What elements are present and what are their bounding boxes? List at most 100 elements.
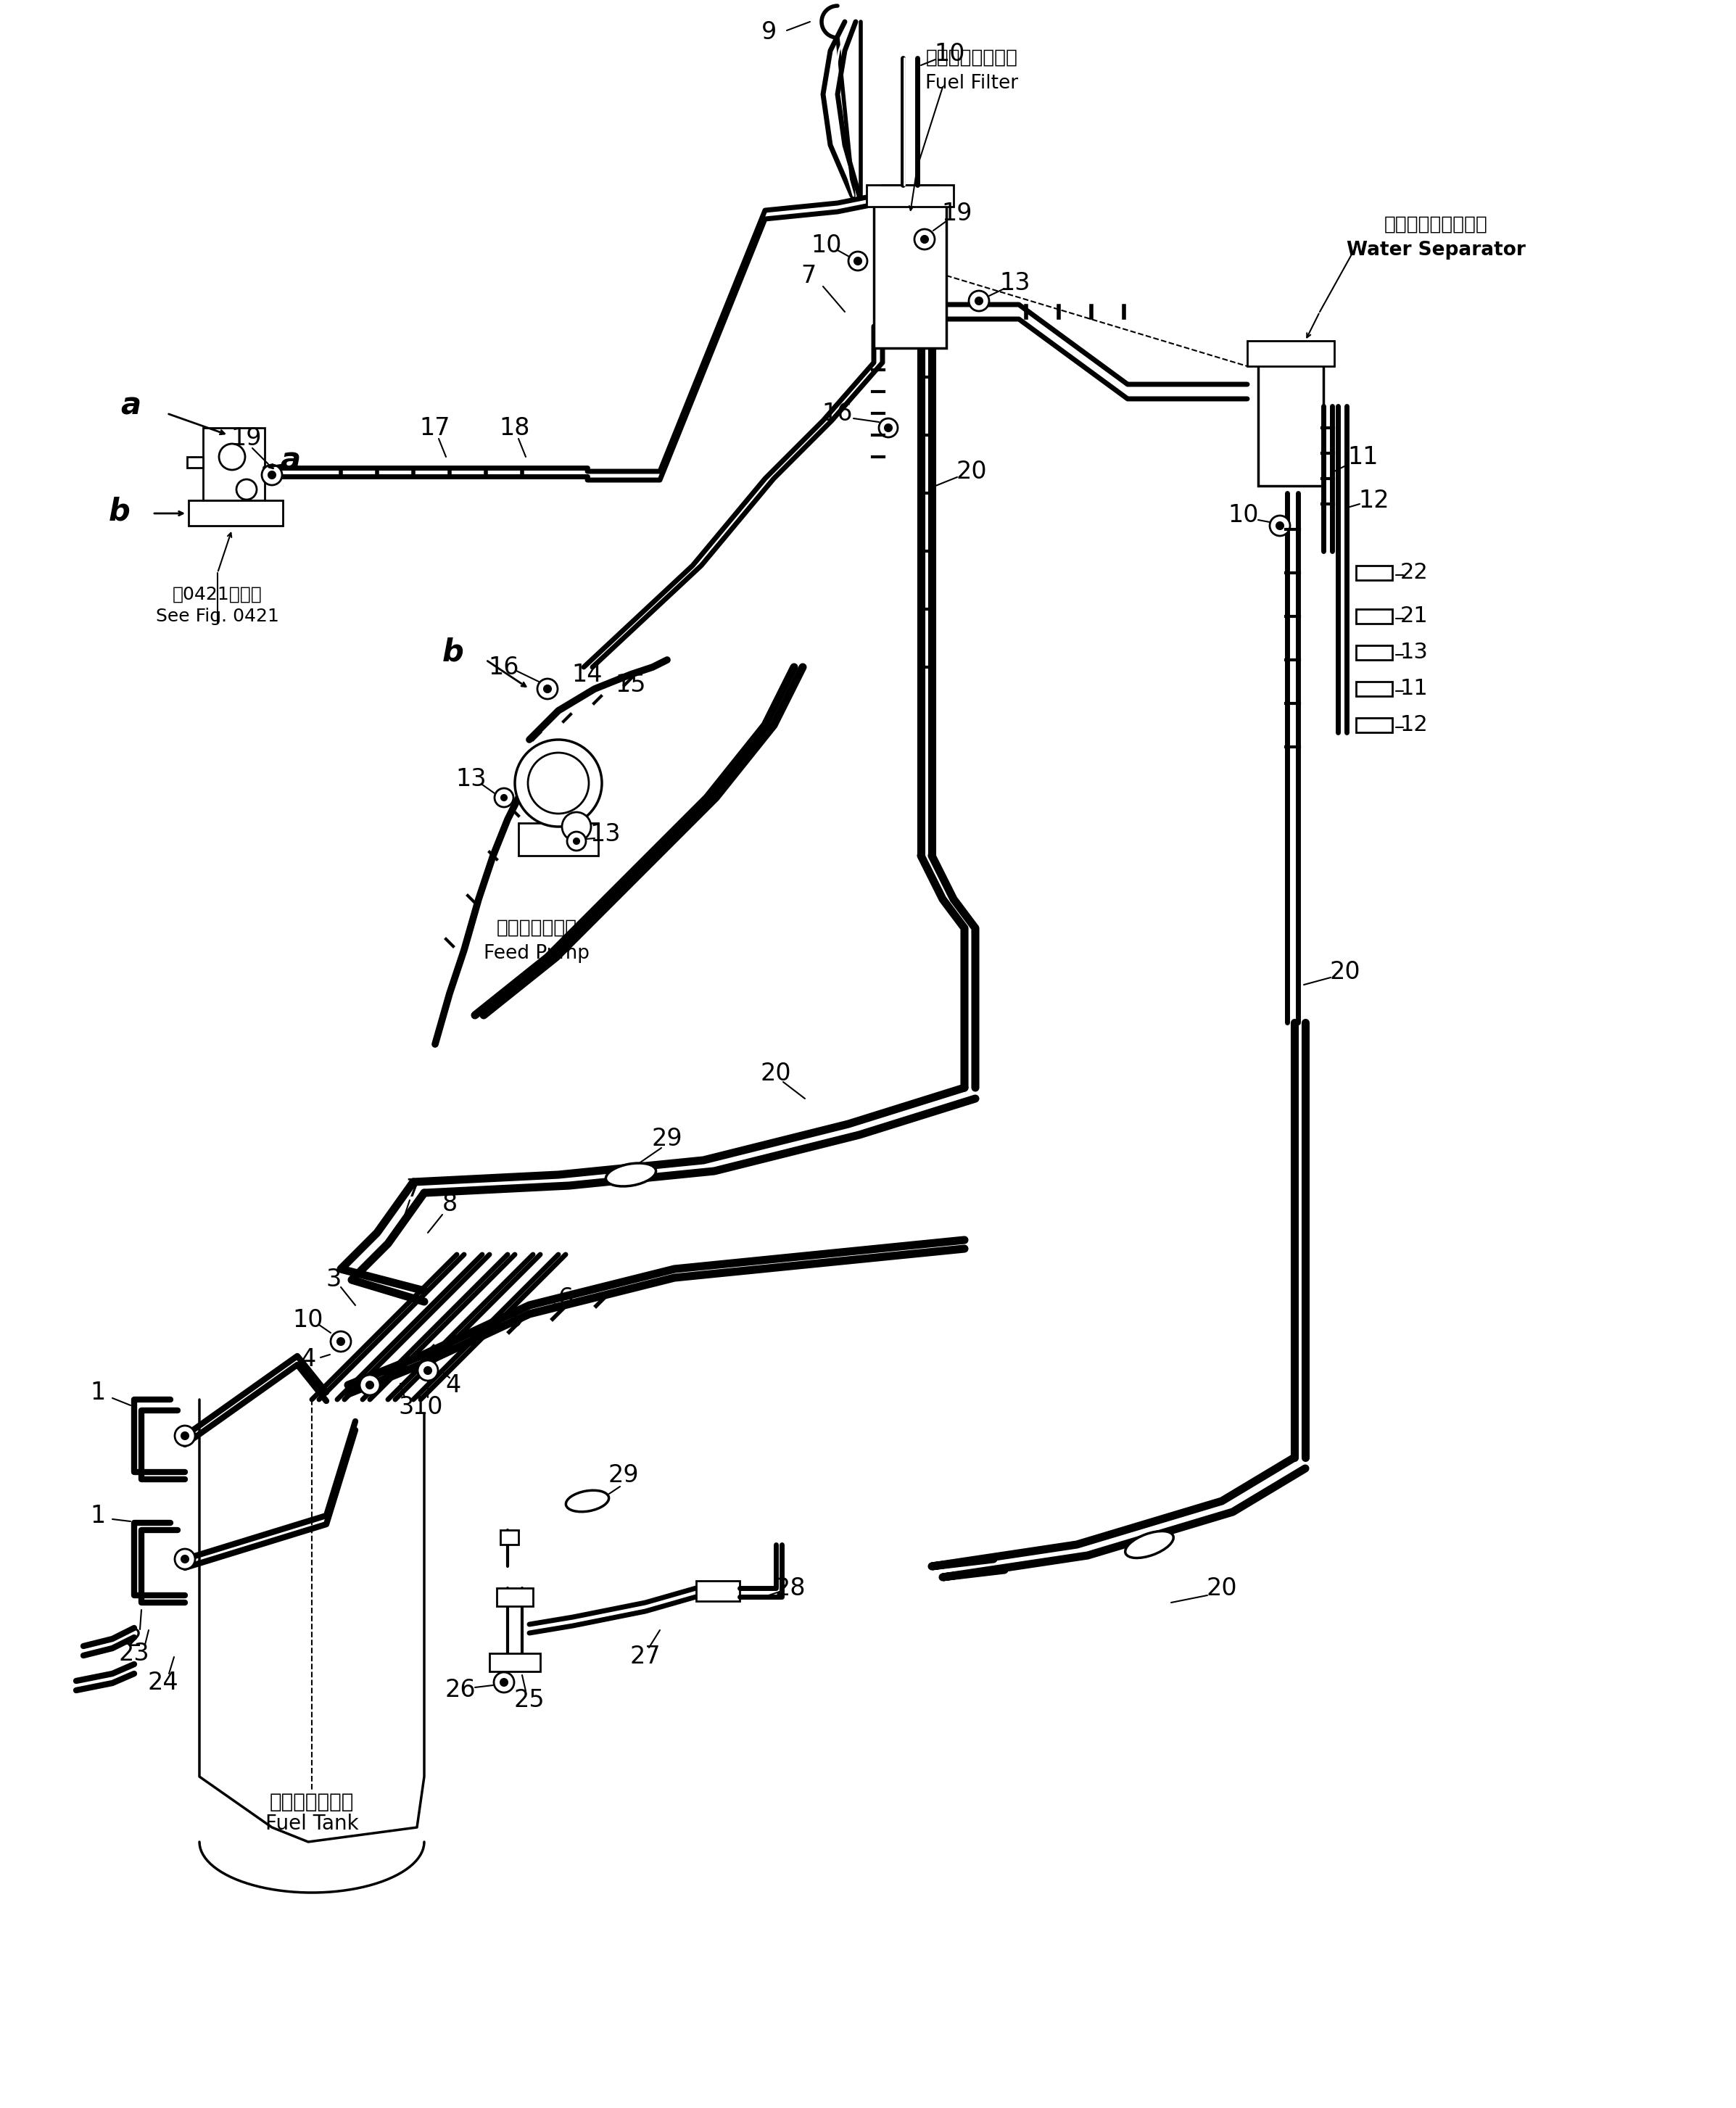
Circle shape xyxy=(175,1549,194,1568)
Text: 13: 13 xyxy=(1000,270,1031,295)
Text: 第0421図参照: 第0421図参照 xyxy=(172,586,262,603)
Bar xyxy=(189,500,283,525)
Circle shape xyxy=(500,1678,507,1686)
Text: 19: 19 xyxy=(231,426,262,451)
Bar xyxy=(1259,363,1323,485)
Bar xyxy=(500,1530,519,1545)
Circle shape xyxy=(562,812,590,841)
Circle shape xyxy=(502,795,507,801)
Bar xyxy=(490,1653,540,1672)
Circle shape xyxy=(366,1381,373,1389)
Circle shape xyxy=(516,740,602,826)
Text: 9: 9 xyxy=(760,21,776,44)
Text: 29: 29 xyxy=(608,1463,639,1488)
Text: 20: 20 xyxy=(1330,959,1361,984)
Text: 10: 10 xyxy=(811,234,842,257)
Text: 10: 10 xyxy=(413,1395,443,1419)
Text: フェエルフィルタ: フェエルフィルタ xyxy=(925,48,1017,67)
Text: 4: 4 xyxy=(300,1347,316,1372)
Circle shape xyxy=(854,257,861,266)
Circle shape xyxy=(920,236,929,242)
Text: 16: 16 xyxy=(823,401,852,426)
Text: b: b xyxy=(109,495,130,527)
Circle shape xyxy=(359,1374,380,1395)
Text: 17: 17 xyxy=(420,415,451,441)
Circle shape xyxy=(538,679,557,700)
Text: 11: 11 xyxy=(1399,679,1429,700)
Circle shape xyxy=(236,479,257,500)
Text: 5: 5 xyxy=(507,1307,523,1332)
Circle shape xyxy=(495,788,514,807)
Text: 7: 7 xyxy=(800,264,816,287)
Text: 10: 10 xyxy=(1227,504,1259,527)
Text: フェエルタンク: フェエルタンク xyxy=(269,1792,354,1813)
Text: 29: 29 xyxy=(651,1126,682,1151)
Text: 7: 7 xyxy=(406,1176,422,1202)
Text: Water Separator: Water Separator xyxy=(1347,240,1526,259)
Bar xyxy=(1246,341,1335,367)
Text: 24: 24 xyxy=(148,1670,179,1695)
Circle shape xyxy=(573,839,580,843)
Text: 6: 6 xyxy=(557,1286,573,1309)
Text: a: a xyxy=(279,445,300,476)
Text: 20: 20 xyxy=(1207,1577,1238,1600)
Text: 16: 16 xyxy=(488,656,519,679)
Text: 28: 28 xyxy=(774,1577,806,1600)
Bar xyxy=(866,186,953,207)
Text: 23: 23 xyxy=(118,1642,149,1665)
Text: a: a xyxy=(120,390,141,422)
Text: See Fig. 0421: See Fig. 0421 xyxy=(156,607,279,626)
Text: 4: 4 xyxy=(446,1372,462,1398)
Circle shape xyxy=(1276,523,1283,529)
Circle shape xyxy=(976,297,983,304)
Text: 1: 1 xyxy=(90,1503,106,1528)
Bar xyxy=(496,1587,533,1606)
Text: 18: 18 xyxy=(500,415,529,441)
Circle shape xyxy=(969,291,990,312)
Text: Fuel Tank: Fuel Tank xyxy=(266,1813,358,1834)
Circle shape xyxy=(885,424,892,432)
Circle shape xyxy=(424,1366,432,1374)
Text: 25: 25 xyxy=(514,1689,545,1712)
Circle shape xyxy=(269,472,276,479)
Text: 13: 13 xyxy=(590,822,621,845)
Bar xyxy=(519,822,599,856)
Circle shape xyxy=(262,466,281,485)
Circle shape xyxy=(849,251,868,270)
Bar xyxy=(1356,565,1392,580)
Text: 21: 21 xyxy=(1399,605,1429,626)
Circle shape xyxy=(181,1431,189,1440)
Text: 3: 3 xyxy=(398,1395,413,1419)
Text: 11: 11 xyxy=(1347,445,1378,468)
Text: 12: 12 xyxy=(1359,489,1389,512)
Text: 20: 20 xyxy=(957,460,988,483)
Text: 10: 10 xyxy=(934,42,965,65)
Bar xyxy=(1356,719,1392,731)
Ellipse shape xyxy=(566,1490,609,1511)
Bar xyxy=(1356,609,1392,624)
Bar xyxy=(1356,645,1392,660)
Text: 13: 13 xyxy=(457,767,486,790)
Text: 19: 19 xyxy=(943,202,972,226)
Circle shape xyxy=(915,230,934,249)
Ellipse shape xyxy=(1125,1530,1174,1558)
Circle shape xyxy=(175,1425,194,1446)
Bar xyxy=(873,202,946,348)
Text: 15: 15 xyxy=(616,672,646,698)
Text: フィードポンプ: フィードポンプ xyxy=(496,919,576,938)
Text: 13: 13 xyxy=(1399,643,1429,664)
Circle shape xyxy=(528,753,589,814)
Bar xyxy=(1356,681,1392,696)
Text: 26: 26 xyxy=(444,1678,476,1701)
Bar xyxy=(696,1581,740,1602)
Circle shape xyxy=(337,1339,344,1345)
Text: 20: 20 xyxy=(760,1060,792,1086)
Ellipse shape xyxy=(606,1164,656,1187)
Circle shape xyxy=(181,1556,189,1562)
Text: 3: 3 xyxy=(326,1267,342,1292)
Circle shape xyxy=(543,685,550,694)
Text: 27: 27 xyxy=(630,1644,661,1670)
Text: 12: 12 xyxy=(1399,715,1429,736)
Text: 22: 22 xyxy=(1399,563,1429,584)
Circle shape xyxy=(1269,516,1290,535)
